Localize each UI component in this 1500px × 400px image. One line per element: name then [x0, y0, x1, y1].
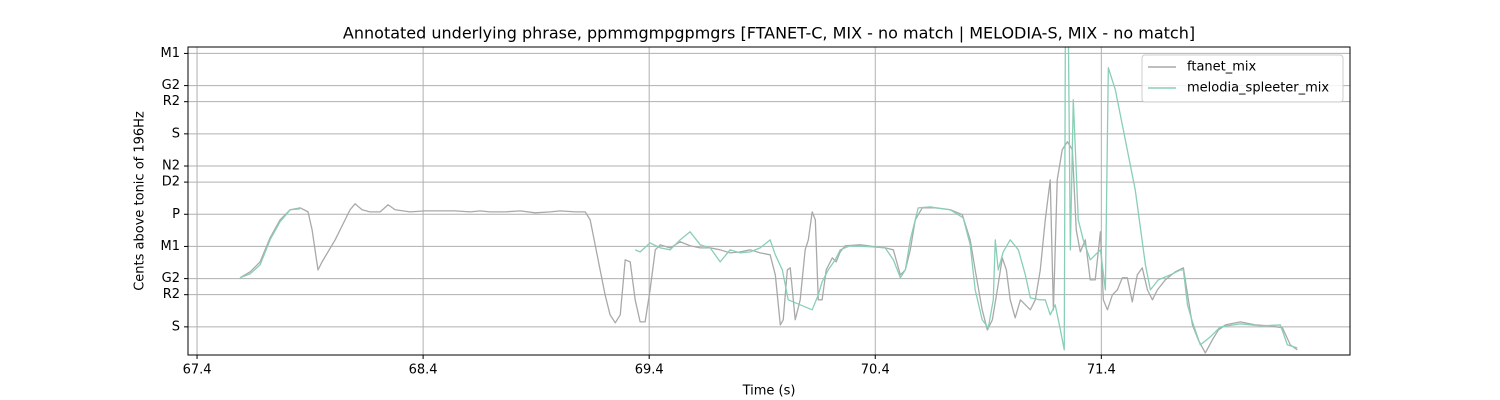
- y-tick-label: R2: [163, 287, 180, 302]
- y-tick-label: G2: [162, 271, 180, 286]
- y-axis-label: Cents above tonic of 196Hz: [133, 111, 148, 291]
- legend-label: melodia_spleeter_mix: [1187, 81, 1329, 96]
- chart-title: Annotated underlying phrase, ppmmgmpgpmg…: [343, 24, 1195, 43]
- x-tick-label: 71.4: [1087, 363, 1116, 378]
- x-tick-label: 69.4: [635, 363, 664, 378]
- plot-area: [239, 47, 1298, 354]
- y-tick-label: M1: [161, 46, 181, 61]
- x-axis-label: Time (s): [742, 384, 796, 399]
- x-tick-label: 68.4: [409, 363, 438, 378]
- legend-box: [1141, 54, 1344, 103]
- legend: ftanet_mix melodia_spleeter_mix: [1141, 54, 1344, 103]
- y-tick-label: M1: [161, 239, 181, 254]
- y-tick-label: S: [172, 126, 180, 141]
- grid: [188, 47, 1350, 355]
- legend-label: ftanet_mix: [1187, 60, 1257, 75]
- y-tick-label: R2: [163, 94, 180, 109]
- axes-frame: [187, 46, 1351, 356]
- y-tick-label: S: [172, 319, 180, 334]
- y-tick-label: N2: [162, 159, 180, 174]
- y-tick-label: P: [172, 207, 180, 222]
- series-line: [239, 47, 1298, 351]
- x-tick-label: 70.4: [861, 363, 890, 378]
- y-tick-label: G2: [162, 78, 180, 93]
- series-line: [239, 141, 1298, 354]
- y-tick-label: D2: [162, 175, 180, 190]
- x-tick-label: 67.4: [183, 363, 212, 378]
